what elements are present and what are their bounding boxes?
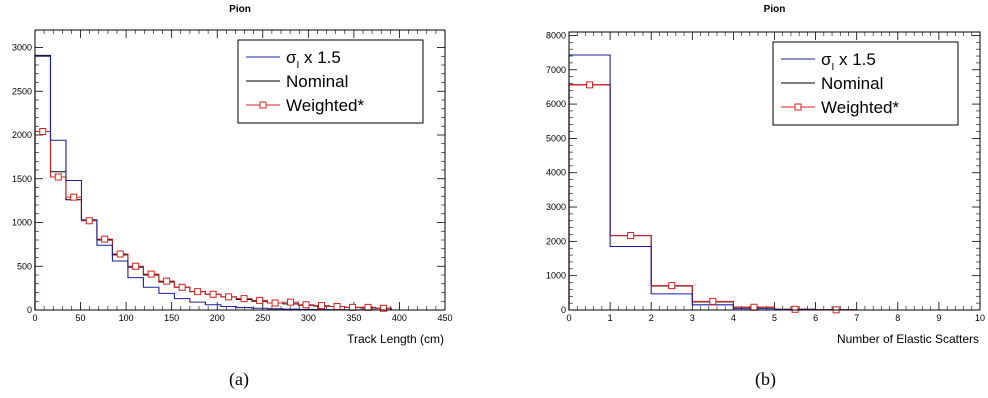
weighted-point [287, 298, 295, 306]
y-tick-label: 8000 [546, 30, 566, 40]
x-tick-label: 8 [895, 313, 900, 323]
x-tick-label: 400 [392, 313, 407, 323]
weighted-point [256, 296, 264, 304]
weighted-point [627, 232, 635, 240]
chart-a: Pion 0 500 1000 1500 2000 2500 3000 0 50 100 150 200… [12, 4, 453, 346]
legend-label-weighted: Weighted* [821, 98, 900, 117]
caption-a: (a) [229, 369, 249, 389]
y-tick-label: 3000 [12, 43, 32, 53]
y-tick-label: 1000 [546, 271, 566, 281]
weighted-point [709, 297, 717, 305]
x-tick-label: 0 [566, 313, 571, 323]
x-tick-label: 6 [813, 313, 818, 323]
x-tick-label: 250 [255, 313, 270, 323]
weighted-point [791, 305, 799, 313]
weighted-point [271, 299, 279, 307]
x-tick-label: 2 [649, 313, 654, 323]
weighted-point [132, 262, 140, 270]
weighted-point [101, 235, 109, 243]
x-tick-label: 350 [346, 313, 361, 323]
x-tick-label: 10 [975, 313, 985, 323]
weighted-point [70, 193, 78, 201]
x-tick-label: 50 [76, 313, 86, 323]
weighted-point [668, 282, 676, 290]
x-tick-label: 7 [854, 313, 859, 323]
weighted-point [194, 288, 202, 296]
weighted-point [380, 304, 387, 312]
weighted-point [364, 303, 372, 311]
x-tick-label: 1 [608, 313, 613, 323]
weighted-point [225, 293, 233, 301]
legend-label-weighted: Weighted* [286, 96, 365, 115]
weighted-point [116, 250, 124, 258]
x-tick-label: 300 [301, 313, 316, 323]
x-axis-label: Track Length (cm) [347, 332, 444, 346]
weighted-point [302, 301, 310, 309]
weighted-point [240, 295, 248, 303]
x-tick-label: 200 [210, 313, 225, 323]
legend-label-nominal: Nominal [286, 72, 348, 91]
weighted-point [147, 270, 155, 278]
legend-label-sigma: σI x 1.5 [286, 48, 341, 71]
chart-title: Pion [764, 4, 786, 15]
x-tick-label: 3 [690, 313, 695, 323]
y-tick-label: 1500 [12, 174, 32, 184]
y-tick-label: 3000 [546, 202, 566, 212]
x-tick-label: 450 [437, 313, 452, 323]
weighted-point [163, 277, 171, 285]
legend-marker [259, 101, 267, 109]
y-tick-label: 6000 [546, 99, 566, 109]
x-tick-label: 9 [936, 313, 941, 323]
y-tick-label: 500 [17, 261, 32, 271]
chart-b: Pion 0 1000 2000 3000 4000 5000 6000 7000 8000 0 1 2… [546, 4, 985, 346]
x-tick-label: 150 [164, 313, 179, 323]
caption-b: (b) [755, 369, 776, 389]
x-tick-label: 100 [119, 313, 134, 323]
weighted-point [586, 81, 594, 89]
y-tick-label: 4000 [546, 168, 566, 178]
plot-frame [34, 29, 446, 311]
weighted-point [209, 290, 217, 298]
x-tick-label: 4 [731, 313, 736, 323]
legend-label-nominal: Nominal [821, 74, 883, 93]
weighted-point [54, 173, 62, 181]
x-tick-label: 0 [32, 313, 37, 323]
weighted-point [318, 302, 326, 310]
y-tick-label: 1000 [12, 218, 32, 228]
y-tick-label: 0 [561, 305, 566, 315]
legend-label-sigma: σI x 1.5 [821, 50, 876, 73]
y-tick-label: 2500 [12, 86, 32, 96]
y-tick-label: 7000 [546, 65, 566, 75]
weighted-point [349, 303, 357, 311]
weighted-point [333, 303, 341, 310]
plot-frame [568, 31, 981, 311]
y-tick-label: 5000 [546, 133, 566, 143]
chart-title: Pion [229, 4, 251, 15]
x-tick-label: 5 [772, 313, 777, 323]
y-tick-label: 2000 [12, 130, 32, 140]
weighted-point [750, 303, 758, 311]
y-tick-label: 0 [27, 305, 32, 315]
x-axis-label: Number of Elastic Scatters [837, 332, 979, 346]
weighted-point [39, 128, 47, 135]
weighted-point [178, 283, 186, 291]
y-tick-label: 2000 [546, 236, 566, 246]
legend-marker [794, 103, 802, 111]
weighted-point [85, 217, 93, 225]
